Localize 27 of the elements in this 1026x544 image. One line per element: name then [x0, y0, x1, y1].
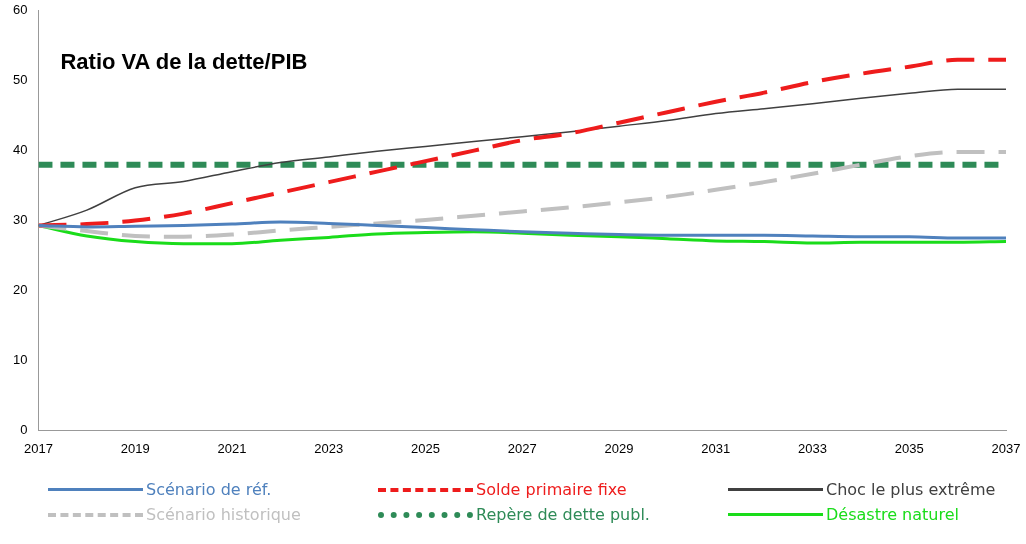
x-tick-label: 2019 — [120, 440, 150, 456]
y-tick-label: 20 — [12, 282, 28, 298]
text: Scénario historique — [146, 505, 301, 524]
y-tick-label: 10 — [12, 352, 28, 368]
y-tick-label: 30 — [12, 212, 28, 228]
y-tick-label: 0 — [20, 421, 28, 437]
text: Scénario de réf. — [146, 480, 272, 499]
x-tick-label: 2023 — [314, 440, 344, 456]
text: Choc le plus extrême — [826, 480, 996, 499]
x-tick-label: 2031 — [701, 440, 731, 456]
text: Repère de dette publ. — [476, 505, 650, 524]
x-tick-label: 2027 — [507, 440, 537, 456]
x-tick-label: 2033 — [798, 440, 827, 456]
x-tick-label: 2021 — [217, 440, 247, 456]
x-tick-label: 2025 — [411, 440, 440, 456]
text: Ratio VA de la dette/PIB — [60, 48, 308, 74]
x-tick-label: 2029 — [604, 440, 634, 456]
x-tick-label: 2017 — [24, 440, 53, 456]
x-tick-label: 2037 — [991, 440, 1021, 456]
y-tick-label: 60 — [12, 2, 28, 18]
y-tick-label: 50 — [12, 72, 28, 88]
y-tick-label: 40 — [12, 142, 28, 158]
text: Solde primaire fixe — [476, 480, 627, 499]
line-series — [38, 150, 1006, 239]
x-tick-label: 2035 — [894, 440, 924, 456]
text: Désastre naturel — [826, 505, 959, 524]
line-series — [38, 220, 1006, 240]
